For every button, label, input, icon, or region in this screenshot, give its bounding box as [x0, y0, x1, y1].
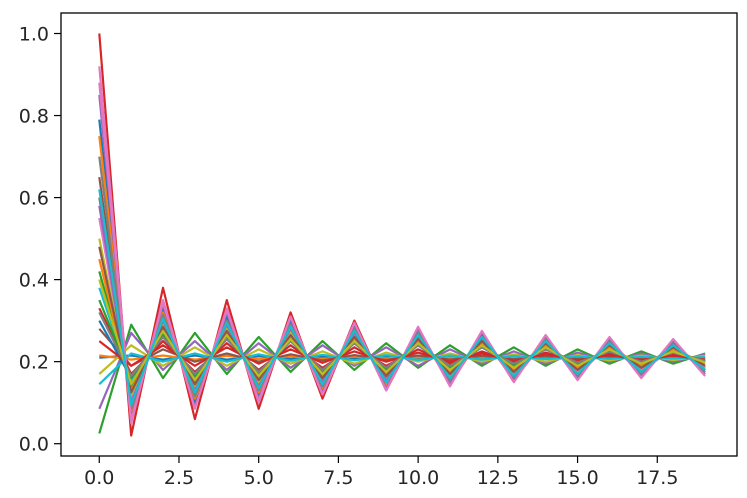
x-tick-label: 0.0 — [84, 467, 114, 489]
y-axis: 0.0 0.2 0.4 0.6 0.8 1.0 — [19, 24, 61, 456]
x-tick-label: 5.0 — [244, 467, 274, 489]
x-tick-label: 2.5 — [164, 467, 194, 489]
x-axis: 0.0 2.5 5.0 7.5 10.0 12.5 15.0 17.5 — [84, 456, 678, 489]
x-tick-label: 10.0 — [397, 467, 439, 489]
y-tick-label: 0.4 — [19, 270, 49, 292]
y-tick-label: 0.6 — [19, 188, 49, 210]
y-tick-label: 0.8 — [19, 106, 49, 128]
plot-frame — [60, 12, 738, 457]
y-tick-label: 0.0 — [19, 434, 49, 456]
x-tick-label: 12.5 — [477, 467, 519, 489]
x-tick-label: 15.0 — [556, 467, 598, 489]
x-tick-label: 17.5 — [636, 467, 678, 489]
series-line-29 — [98, 189, 706, 406]
y-tick-label: 0.2 — [19, 352, 49, 374]
x-tick-label: 7.5 — [323, 467, 353, 489]
y-tick-label: 1.0 — [19, 24, 49, 46]
series-layer — [98, 33, 706, 437]
